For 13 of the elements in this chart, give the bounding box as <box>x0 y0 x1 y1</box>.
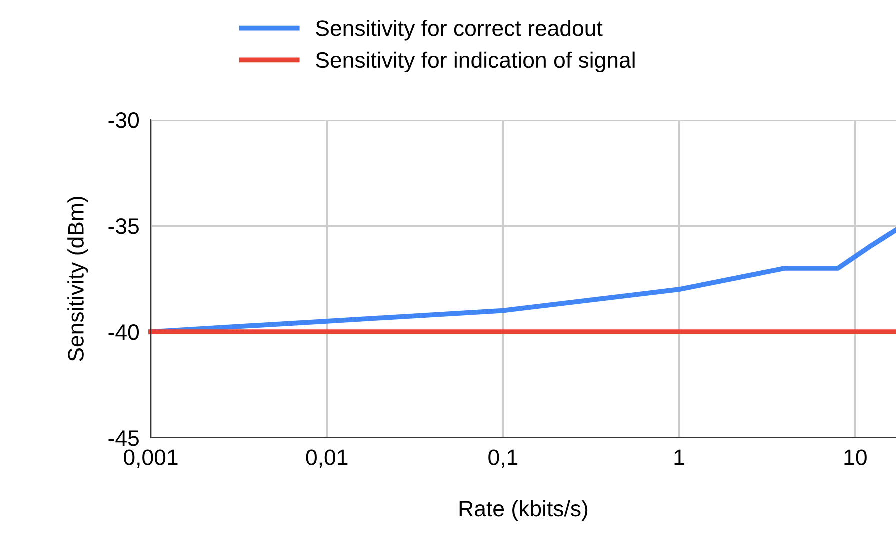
x-tick-label: 1 <box>674 450 684 466</box>
legend-label: Sensitivity for correct readout <box>316 20 603 41</box>
x-tick-label: 0,001 <box>124 450 178 468</box>
x-axis-title: Rate (kbits/s) <box>460 500 588 522</box>
y-tick-label: -45 <box>108 430 139 446</box>
x-tick-label: 10 <box>844 450 867 466</box>
y-tick-label: -35 <box>108 218 139 234</box>
x-tick-label: 0,01 <box>306 450 348 468</box>
x-tick-label: 0,1 <box>488 450 518 468</box>
legend-label: Sensitivity for indication of signal <box>316 52 635 73</box>
y-tick-label: -40 <box>108 324 140 340</box>
y-axis-title: Sensitivity (dBm) <box>68 197 88 362</box>
y-tick-label: -30 <box>108 112 140 128</box>
